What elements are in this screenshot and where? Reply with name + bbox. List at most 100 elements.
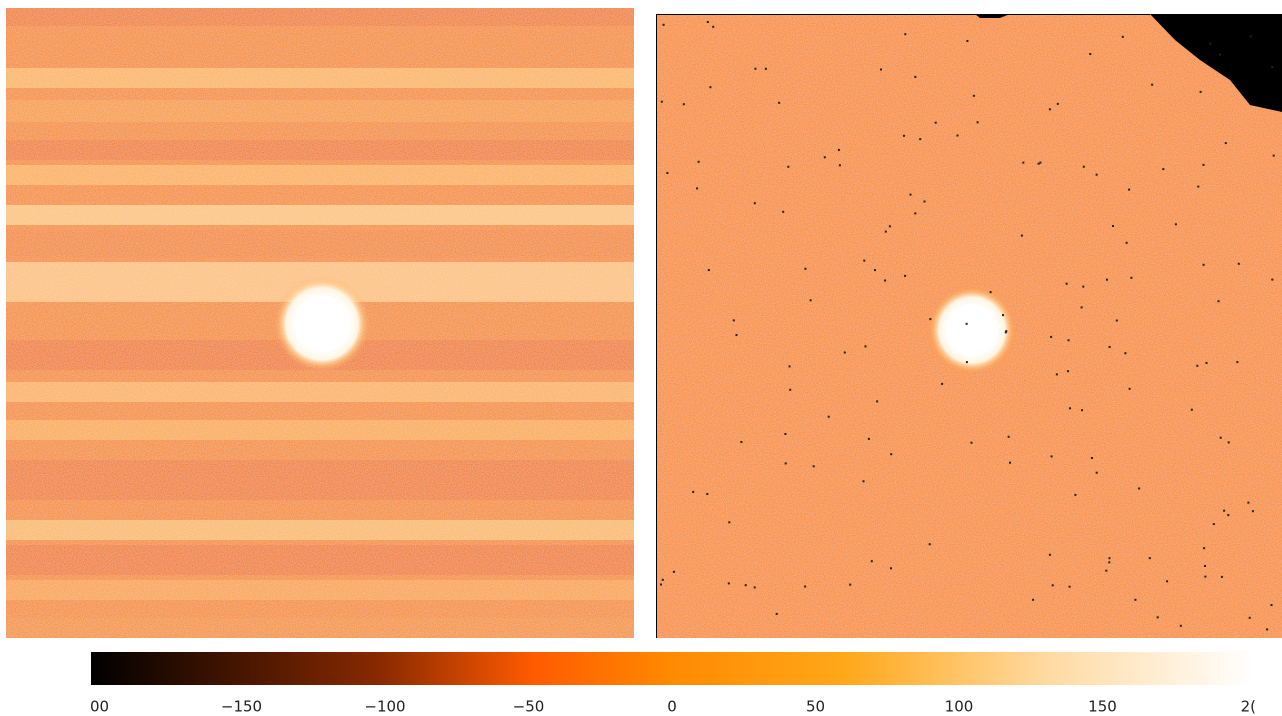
colorbar-tick-label: 150 bbox=[1088, 698, 1117, 716]
bad-pixel bbox=[1249, 617, 1251, 619]
bad-pixel bbox=[914, 212, 916, 214]
bad-pixel bbox=[1204, 576, 1206, 578]
bad-pixel bbox=[1069, 407, 1071, 409]
bad-pixel bbox=[880, 69, 882, 71]
bad-pixel bbox=[863, 480, 865, 482]
colorbar-tick-label: 00 bbox=[90, 698, 109, 716]
bad-pixel bbox=[1096, 472, 1098, 474]
bad-pixel bbox=[1050, 336, 1052, 338]
bad-pixel bbox=[1162, 168, 1164, 170]
bad-pixel bbox=[754, 586, 756, 588]
bad-pixel bbox=[789, 389, 791, 391]
bad-pixel bbox=[776, 613, 778, 615]
bad-pixel bbox=[1057, 103, 1059, 105]
colorbar-tick-label: −150 bbox=[221, 698, 262, 716]
bad-pixel bbox=[733, 319, 735, 321]
colorbar-tick-label: 50 bbox=[806, 698, 825, 716]
bad-pixel bbox=[1223, 510, 1225, 512]
bad-pixel bbox=[1106, 279, 1108, 281]
right-image bbox=[656, 14, 1282, 638]
bad-pixel bbox=[1151, 84, 1153, 86]
colorbar-tick-label: −100 bbox=[364, 698, 405, 716]
bad-pixel bbox=[885, 231, 887, 233]
bad-pixel bbox=[1203, 164, 1205, 166]
bad-pixel bbox=[839, 164, 841, 166]
bad-pixel bbox=[673, 571, 675, 573]
bad-pixel bbox=[935, 122, 937, 124]
colorbar-tick-label: 2( bbox=[1241, 698, 1256, 716]
bad-pixel bbox=[1081, 306, 1083, 308]
bad-pixel bbox=[1204, 565, 1206, 567]
bad-pixel bbox=[1126, 242, 1128, 244]
bad-pixel bbox=[1219, 54, 1221, 56]
bad-pixel bbox=[1252, 510, 1254, 512]
bad-pixel bbox=[666, 172, 668, 174]
bad-pixel bbox=[728, 582, 730, 584]
bad-pixel bbox=[1128, 189, 1130, 191]
bad-pixel bbox=[1112, 225, 1114, 227]
bad-pixel bbox=[712, 26, 714, 28]
bad-pixel bbox=[1149, 557, 1151, 559]
bad-pixel bbox=[1238, 263, 1240, 265]
bad-pixel bbox=[874, 269, 876, 271]
colorbar-tick-label: −50 bbox=[513, 698, 545, 716]
colorbar bbox=[91, 652, 1253, 685]
bad-pixel bbox=[1068, 339, 1070, 341]
bad-pixel bbox=[1067, 370, 1069, 372]
bad-pixel bbox=[707, 21, 709, 23]
bad-pixel bbox=[884, 280, 886, 282]
bad-pixel bbox=[1051, 455, 1053, 457]
bad-pixel bbox=[787, 166, 789, 168]
bad-pixel bbox=[1039, 162, 1041, 164]
bad-pixel bbox=[876, 400, 878, 402]
bad-pixel bbox=[1124, 352, 1126, 354]
bad-pixel bbox=[1021, 235, 1023, 237]
bad-pixel bbox=[692, 491, 694, 493]
bad-pixel bbox=[785, 462, 787, 464]
bad-pixel bbox=[1005, 330, 1007, 332]
image-viewer: 00−150−100−500501001502( bbox=[0, 0, 1282, 716]
bad-pixel bbox=[1236, 361, 1238, 363]
bad-pixel bbox=[890, 453, 892, 455]
bad-pixel bbox=[698, 161, 700, 163]
bad-pixel bbox=[1129, 388, 1131, 390]
bad-pixel bbox=[1271, 66, 1273, 68]
bad-pixel bbox=[1056, 373, 1058, 375]
bad-pixel bbox=[1221, 576, 1223, 578]
bad-pixel bbox=[1049, 554, 1051, 556]
bad-pixel bbox=[903, 135, 905, 137]
bad-pixel bbox=[838, 149, 840, 151]
bad-pixel bbox=[663, 24, 665, 26]
bad-pixel bbox=[1166, 580, 1168, 582]
bad-pixel bbox=[1108, 561, 1110, 563]
bad-pixel bbox=[865, 345, 867, 347]
bad-pixel bbox=[810, 299, 812, 301]
bad-pixel bbox=[1213, 523, 1215, 525]
bad-pixel bbox=[889, 225, 891, 227]
bad-pixel bbox=[957, 135, 959, 137]
bad-pixel bbox=[966, 40, 968, 42]
bad-pixel bbox=[789, 365, 791, 367]
bad-pixel bbox=[696, 187, 698, 189]
bad-pixel bbox=[1138, 488, 1140, 490]
bad-pixel bbox=[914, 76, 916, 78]
bad-pixel bbox=[1200, 91, 1202, 93]
bad-pixel bbox=[1271, 604, 1273, 606]
bad-pixel bbox=[1105, 570, 1107, 572]
bad-pixel bbox=[1266, 628, 1268, 630]
bad-pixel bbox=[1247, 502, 1249, 504]
bad-pixel bbox=[929, 543, 931, 545]
bad-pixel bbox=[660, 584, 662, 586]
bad-pixel bbox=[706, 493, 708, 495]
bad-pixel bbox=[910, 194, 912, 196]
left-image bbox=[6, 8, 634, 638]
bad-pixel bbox=[1089, 53, 1091, 55]
bad-pixel bbox=[1069, 586, 1071, 588]
bad-pixel bbox=[1082, 286, 1084, 288]
bad-pixel bbox=[904, 275, 906, 277]
bad-pixel bbox=[871, 560, 873, 562]
colorbar-tick-label: 100 bbox=[945, 698, 974, 716]
bad-pixel bbox=[990, 291, 992, 293]
bad-pixel bbox=[1002, 314, 1004, 316]
bad-pixel bbox=[1081, 409, 1083, 411]
